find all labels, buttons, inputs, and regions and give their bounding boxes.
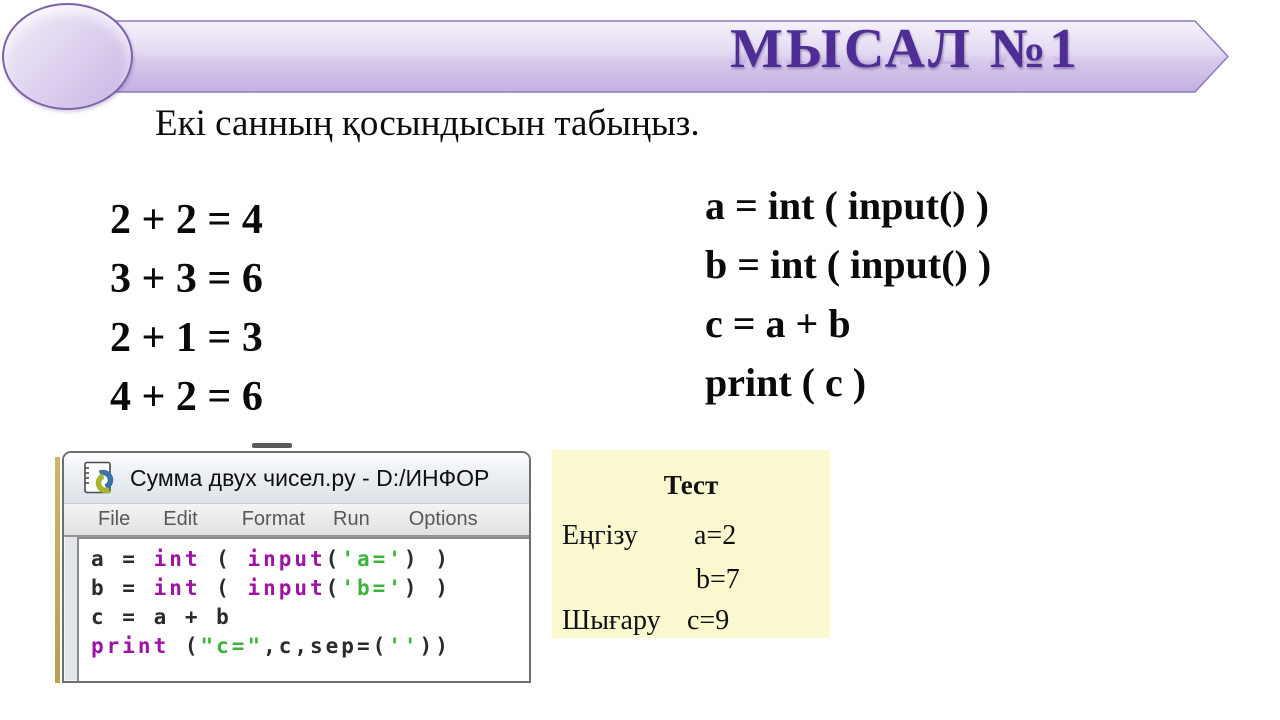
code-token: print bbox=[91, 634, 170, 658]
menu-item-file[interactable]: File bbox=[98, 508, 131, 530]
menu-item-format[interactable]: Format bbox=[241, 508, 306, 530]
code-token: b = bbox=[91, 576, 154, 600]
code-line: a = int ( input('a=') ) bbox=[91, 545, 529, 574]
math-line: 3 + 3 = 6 bbox=[110, 256, 263, 302]
code-token: )) bbox=[419, 634, 451, 658]
menu-item-edit[interactable]: Edit bbox=[163, 508, 198, 530]
math-examples: 2 + 2 = 4 3 + 3 = 6 2 + 1 = 3 4 + 2 = 6 bbox=[110, 191, 263, 427]
menu-item-run[interactable]: Run bbox=[333, 508, 370, 530]
code-token: ) ) bbox=[403, 547, 451, 571]
code-token: c = a + b bbox=[91, 605, 232, 629]
test-box: Тест Еңгізу a=2 b=7 Шығару c=9 bbox=[552, 450, 830, 638]
math-line: 4 + 2 = 6 bbox=[110, 374, 263, 420]
code-token: ( bbox=[325, 547, 342, 571]
code-token: ,c,sep=( bbox=[263, 634, 389, 658]
banner-ellipse-decoration bbox=[2, 3, 133, 110]
code-token: ( bbox=[200, 547, 248, 571]
code-token: ( bbox=[200, 576, 248, 600]
pseudocode-block: a = int ( input() ) b = int ( input() ) … bbox=[705, 176, 991, 412]
test-input-label: Еңгізу bbox=[562, 520, 638, 551]
idle-code-area: a = int ( input('a=') ) b = int ( input('… bbox=[77, 537, 529, 681]
code-token: ( bbox=[169, 634, 201, 658]
pseudocode-line: b = int ( input() ) bbox=[705, 242, 992, 287]
code-token: "c=" bbox=[200, 634, 264, 658]
screenshot-crop-artifact bbox=[252, 443, 292, 448]
code-token: int bbox=[153, 576, 201, 600]
code-token: ) ) bbox=[403, 576, 451, 600]
code-token: '' bbox=[388, 634, 420, 658]
code-token: 'b=' bbox=[341, 576, 404, 600]
code-token: ( bbox=[325, 576, 342, 600]
code-line: b = int ( input('b=') ) bbox=[91, 574, 529, 603]
code-token: input bbox=[247, 547, 326, 571]
idle-titlebar: Сумма двух чисел.py - D:/ИНФОР bbox=[64, 453, 529, 504]
code-token: 'a=' bbox=[341, 547, 404, 571]
screenshot-edge-strip bbox=[55, 457, 60, 683]
test-box-title: Тест bbox=[663, 470, 719, 500]
test-input-value-b: b=7 bbox=[696, 564, 740, 595]
pseudocode-line: c = a + b bbox=[705, 301, 851, 346]
banner-arrow-shape bbox=[57, 20, 1230, 93]
idle-window-title: Сумма двух чисел.py - D:/ИНФОР bbox=[130, 464, 490, 491]
slide-title-reflection: МЫСАЛ №1 bbox=[640, 43, 1170, 73]
test-output-value-c: c=9 bbox=[687, 605, 730, 636]
pseudocode-line: a = int ( input() ) bbox=[705, 183, 989, 228]
python-file-icon bbox=[84, 461, 117, 494]
task-statement: Екі санның қосындысын табыңыз. bbox=[155, 103, 700, 144]
math-line: 2 + 2 = 4 bbox=[110, 197, 263, 243]
pseudocode-line: print ( c ) bbox=[705, 360, 867, 405]
test-output-label: Шығару bbox=[562, 605, 661, 636]
code-line: print ("c=",c,sep=('')) bbox=[91, 632, 529, 661]
test-input-value-a: a=2 bbox=[694, 520, 737, 551]
code-line: c = a + b bbox=[91, 603, 529, 632]
idle-menubar: File Edit Format Run Options bbox=[64, 504, 529, 537]
slide-title: МЫСАЛ №1 bbox=[730, 18, 1080, 80]
menu-item-options[interactable]: Options bbox=[408, 508, 478, 530]
code-token: a = bbox=[91, 547, 154, 571]
math-line: 2 + 1 = 3 bbox=[110, 315, 263, 361]
idle-editor-window: Сумма двух чисел.py - D:/ИНФОР File Edit… bbox=[62, 451, 531, 683]
code-token: int bbox=[153, 547, 201, 571]
code-token: input bbox=[247, 576, 326, 600]
